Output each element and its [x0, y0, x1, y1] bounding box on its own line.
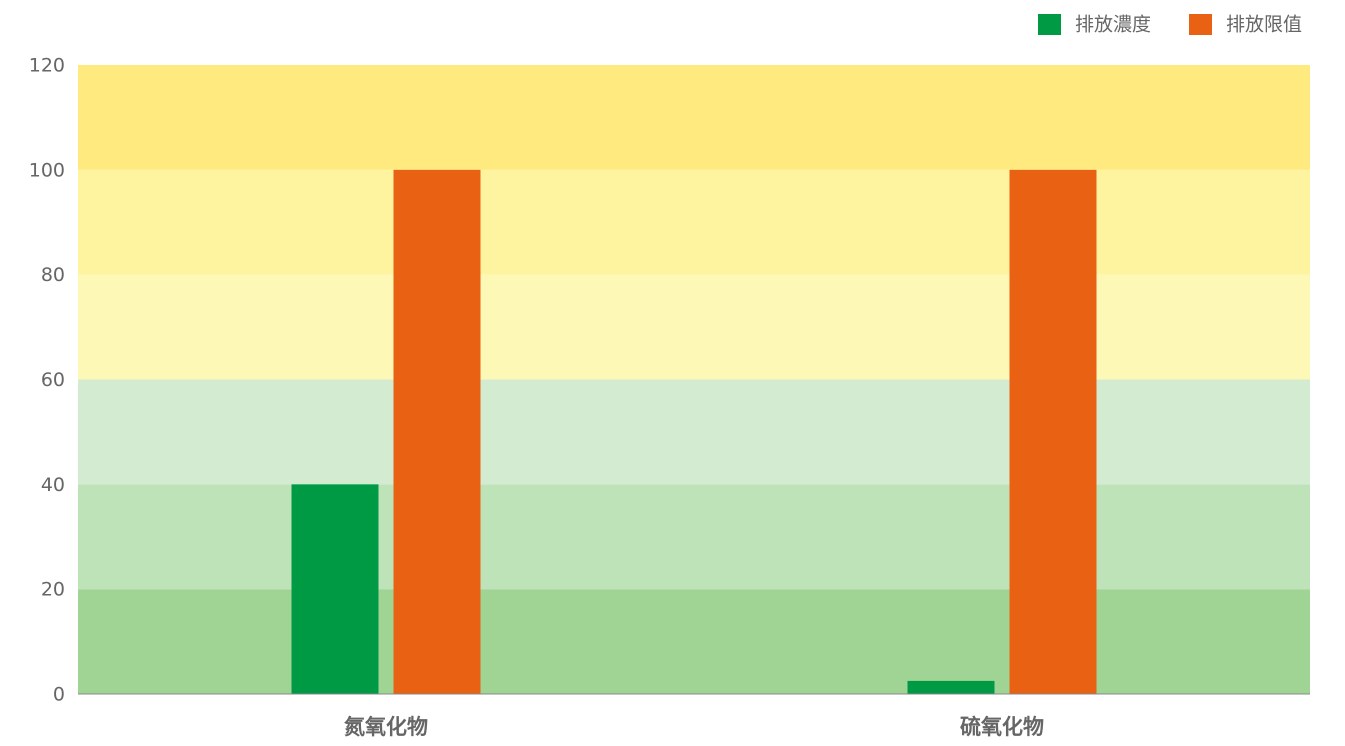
background-band-4: [78, 169, 1310, 275]
y-tick-label: 60: [41, 369, 65, 391]
y-tick-label: 120: [29, 55, 65, 77]
y-axis: 0 20 40 60 80 100 120: [29, 55, 65, 706]
legend-label-1: 排放限值: [1226, 14, 1302, 36]
y-tick-label: 40: [41, 474, 65, 496]
legend-swatch-1: [1189, 14, 1212, 35]
legend: 排放濃度 排放限值: [1038, 14, 1302, 36]
background-band-0: [78, 589, 1310, 694]
background-band-3: [78, 274, 1310, 380]
bar-concentration-0: [291, 484, 379, 694]
x-category-label: 硫氧化物: [960, 715, 1044, 739]
y-tick-label: 80: [41, 264, 65, 286]
background-bands: [78, 65, 1310, 694]
y-tick-label: 0: [53, 684, 65, 706]
bar-limit-1: [1009, 169, 1097, 695]
background-band-2: [78, 379, 1310, 485]
x-category-label: 氮氧化物: [344, 715, 428, 739]
bar-limit-0: [393, 169, 481, 695]
bars-group: [291, 169, 1097, 695]
legend-label-0: 排放濃度: [1075, 14, 1151, 36]
y-tick-label: 20: [41, 579, 65, 601]
x-axis: 氮氧化物 硫氧化物: [78, 693, 1310, 739]
background-band-5: [78, 65, 1310, 170]
legend-swatch-0: [1038, 14, 1061, 35]
y-tick-label: 100: [29, 159, 65, 181]
bar-concentration-1: [907, 680, 995, 694]
background-band-1: [78, 484, 1310, 590]
